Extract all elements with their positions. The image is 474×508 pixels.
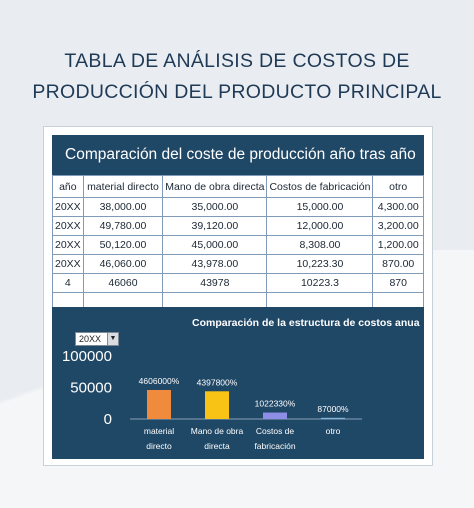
table-cell[interactable]: 1,200.00 (372, 235, 424, 255)
table-cell[interactable]: 10,223.30 (266, 254, 374, 274)
page-title-line-1: TABLA DE ANÁLISIS DE COSTOS DE (64, 50, 410, 72)
header-manufacturing-costs[interactable]: Costos de fabricación (266, 175, 374, 198)
category-label: Costos de (256, 426, 295, 436)
table-cell[interactable]: 870.00 (372, 254, 424, 274)
data-label: 4606000% (139, 376, 180, 386)
category-label: Mano de obra (191, 426, 244, 436)
spreadsheet-preview: Comparación del coste de producción año … (43, 126, 433, 466)
table-cell[interactable]: 4,300.00 (372, 197, 424, 217)
chart-panel: Comparación de la estructura de costos a… (52, 307, 424, 459)
table-cell[interactable]: 10223.3 (266, 273, 374, 293)
year-dropdown[interactable]: 20XX ▼ (75, 332, 119, 346)
data-label: 4397800% (197, 377, 238, 387)
table-cell[interactable]: 12,000.00 (266, 216, 374, 236)
table-cell[interactable]: 20XX (52, 197, 84, 217)
table-row: 20XX 46,060.00 43,978.00 10,223.30 870.00 (52, 254, 424, 274)
table-cell[interactable]: 50,120.00 (82, 235, 164, 255)
table-cell[interactable]: 870 (372, 273, 424, 293)
bar (263, 412, 287, 419)
table-cell[interactable]: 3,200.00 (372, 216, 424, 236)
bar (205, 391, 229, 419)
bar (147, 389, 171, 419)
table-row: 20XX 38,000.00 35,000.00 15,000.00 4,300.00 (52, 197, 424, 217)
y-tick-label: 50000 (70, 380, 112, 397)
category-label: directa (204, 441, 230, 451)
cost-table: año material directo Mano de obra direct… (52, 175, 424, 312)
bar-chart: 100000 50000 0 4606000% material directo 43978… (62, 348, 362, 451)
table-cell[interactable]: 39,120.00 (162, 216, 268, 236)
page-title: TABLA DE ANÁLISIS DE COSTOS DE PRODUCCIÓ… (0, 46, 474, 108)
table-row: 4 46060 43978 10223.3 870 (52, 273, 424, 293)
page-title-line-2: PRODUCCIÓN DEL PRODUCTO PRINCIPAL (32, 81, 442, 103)
table-cell[interactable]: 49,780.00 (82, 216, 164, 236)
chart-title: Comparación de la estructura de costos a… (192, 317, 420, 329)
table-row: 20XX 49,780.00 39,120.00 12,000.00 3,200.00 (52, 216, 424, 236)
y-tick-label: 100000 (62, 348, 112, 365)
table-cell[interactable]: 15,000.00 (266, 197, 374, 217)
table-cell[interactable]: 38,000.00 (82, 197, 164, 217)
bar (321, 417, 345, 419)
category-label: material (144, 426, 174, 436)
y-tick-label: 0 (104, 411, 112, 428)
category-label: fabricación (254, 441, 295, 451)
table-cell[interactable]: 20XX (52, 254, 84, 274)
table-cell[interactable]: 46060 (82, 273, 164, 293)
table-cell[interactable]: 46,060.00 (82, 254, 164, 274)
category-label: otro (326, 426, 341, 436)
table-cell[interactable]: 4 (52, 273, 84, 293)
header-direct-material[interactable]: material directo (82, 175, 164, 198)
table-cell[interactable]: 43978 (162, 273, 268, 293)
sheet-banner: Comparación del coste de producción año … (52, 135, 424, 175)
table-cell[interactable]: 35,000.00 (162, 197, 268, 217)
table-cell[interactable]: 20XX (52, 216, 84, 236)
table-cell[interactable]: 45,000.00 (162, 235, 268, 255)
table-cell[interactable]: 20XX (52, 235, 84, 255)
year-dropdown-value: 20XX (79, 334, 102, 344)
table-header-row: año material directo Mano de obra direct… (52, 175, 424, 198)
table-cell[interactable]: 8,308.00 (266, 235, 374, 255)
chevron-down-icon[interactable]: ▼ (107, 333, 118, 345)
category-label: directo (146, 441, 172, 451)
header-other[interactable]: otro (372, 175, 424, 198)
table-cell[interactable]: 43,978.00 (162, 254, 268, 274)
header-year[interactable]: año (52, 175, 84, 198)
table-row: 20XX 50,120.00 45,000.00 8,308.00 1,200.00 (52, 235, 424, 255)
data-label: 87000% (317, 404, 349, 414)
header-direct-labor[interactable]: Mano de obra directa (162, 175, 268, 198)
data-label: 1022330% (255, 399, 296, 409)
